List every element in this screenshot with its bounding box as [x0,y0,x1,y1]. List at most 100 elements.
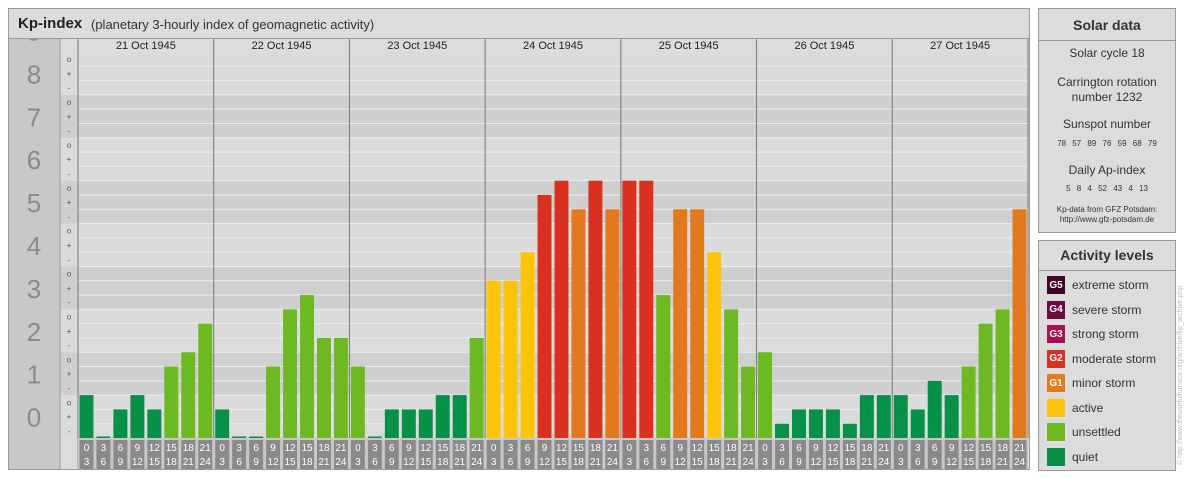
minor-mark: o [67,355,72,364]
hour-start-label: 3 [101,443,107,454]
day-label: 24 Oct 1945 [523,40,583,52]
hour-end-label: 21 [861,457,873,468]
hour-label-cell [808,440,823,469]
hour-label-cell [113,440,128,469]
kp-bar [707,252,722,438]
kp-bar [724,309,739,438]
hour-label-cell [690,440,705,469]
hour-start-label: 0 [627,443,633,454]
minor-mark: + [67,327,72,336]
legend-swatch [1047,447,1065,466]
kp-bar [656,295,671,438]
hour-label-cell [910,440,925,469]
kp-bar [350,366,365,438]
hour-end-label: 3 [84,457,90,468]
source-line-2[interactable]: http://www.gfz-potsdam.de [1059,215,1155,224]
y-tick-label: 9 [27,38,41,47]
hour-end-label: 15 [963,457,975,468]
minor-mark: + [67,370,72,379]
kp-bar [622,180,637,438]
kp-bar [808,409,823,438]
legend-item: unsettled [1047,423,1121,441]
kp-bar [978,323,993,438]
y-tick-label: 5 [27,188,41,218]
hour-label-cell [707,440,722,469]
hour-start-label: 12 [556,443,568,454]
hour-start-label: 18 [726,443,738,454]
hour-start-label: 3 [508,443,514,454]
hour-start-label: 3 [915,443,921,454]
minor-mark: - [68,427,71,436]
hour-end-label: 9 [253,457,259,468]
kp-bar [418,409,433,438]
hour-label-cell [266,440,281,469]
hour-start-label: 21 [335,443,347,454]
kp-bar [452,395,467,438]
band-level-8 [8,52,1028,95]
kp-bar [520,252,535,438]
ap-values: 5 8 4 52 43 4 13 [1066,184,1148,193]
kp-bar [384,409,399,438]
day-label: 23 Oct 1945 [387,40,447,52]
watermark-text: © http://www.theusefulfurnace.org/archiv… [1177,285,1184,465]
minor-mark: - [68,255,71,264]
hour-label-cell [724,440,739,469]
hour-label-cell [503,440,518,469]
hour-label-cell [927,440,942,469]
hour-label-cell [367,440,382,469]
hour-end-label: 9 [525,457,531,468]
legend-swatch [1047,423,1065,441]
hour-label-cell [435,440,450,469]
hour-label-cell [758,440,773,469]
hour-label-cell [96,440,111,469]
hour-start-label: 15 [844,443,856,454]
hour-start-label: 3 [644,443,650,454]
kp-bar [910,409,925,438]
minor-mark: + [67,413,72,422]
y-tick-label: 0 [27,403,41,433]
kp-bar [741,366,756,438]
kp-bar [927,380,942,438]
kp-bar [859,395,874,438]
kp-bar [944,395,959,438]
hour-end-label: 12 [268,457,280,468]
kp-chart: 21 Oct 1945 22 Oct 1945 23 Oct 1945 24 Oct … [8,38,1030,470]
hour-start-label: 9 [677,443,683,454]
y-axis-column [8,38,60,470]
hour-end-label: 9 [932,457,938,468]
hour-end-label: 24 [1014,457,1026,468]
hour-label-cell [741,440,756,469]
band-level-3 [8,266,1028,310]
kp-bar [401,409,416,438]
legend-label: severe storm [1072,302,1142,317]
hour-end-label: 18 [437,457,449,468]
hour-start-label: 18 [861,443,873,454]
watermark: © http://www.theusefulfurnace.org/archiv… [1177,250,1184,470]
legend-swatch: G5 [1047,276,1065,294]
hour-end-label: 6 [236,457,242,468]
hour-end-label: 21 [726,457,738,468]
kp-bar [79,395,94,438]
hour-start-label: 9 [270,443,276,454]
kp-bar [486,280,501,438]
hour-label-cell [876,440,891,469]
hour-start-label: 12 [420,443,432,454]
hour-label-cell [452,440,467,469]
hour-start-label: 0 [355,443,361,454]
hour-end-label: 24 [607,457,619,468]
y-tick-label: 3 [27,274,41,304]
kp-bar [367,436,382,438]
legend-item: G3 strong storm [1047,325,1139,343]
hour-end-label: 6 [915,457,921,468]
hour-label-cell [656,440,671,469]
band-level-2 [8,309,1028,353]
hour-start-label: 6 [796,443,802,454]
hour-end-label: 18 [573,457,585,468]
hour-start-label: 3 [236,443,242,454]
kp-bar [758,352,773,438]
hour-label-cell [130,440,145,469]
legend-label: moderate storm [1072,351,1157,366]
minor-mark: + [67,69,72,78]
legend-swatch: G1 [1047,374,1065,392]
chart-header: Kp-index (planetary 3-hourly index of ge… [8,8,1030,38]
